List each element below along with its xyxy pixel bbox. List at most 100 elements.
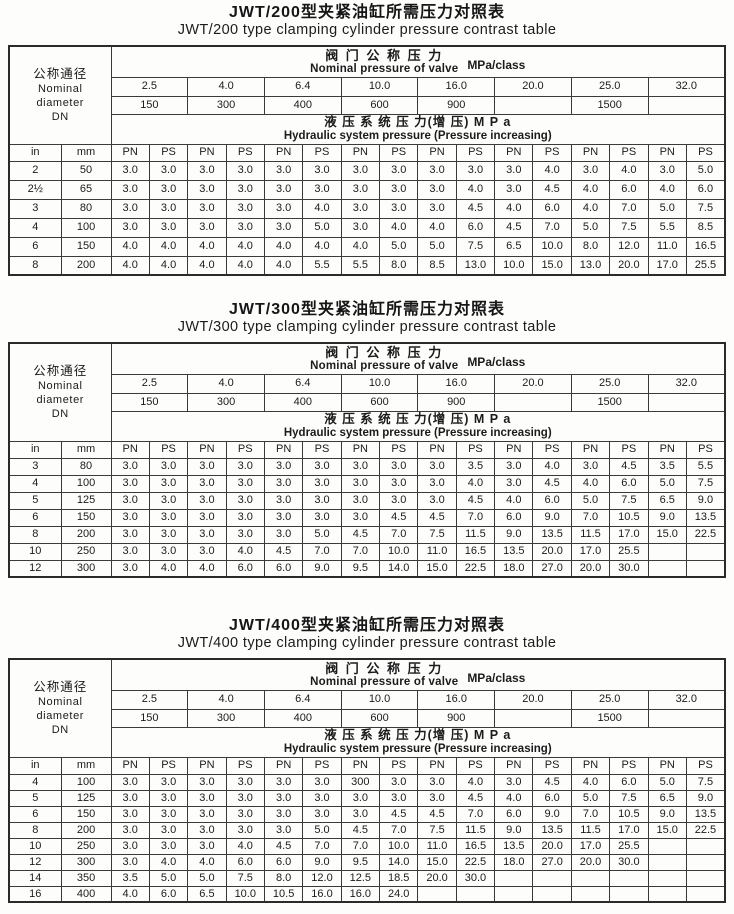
size-in-cell: 4 <box>8 217 62 238</box>
column-header-row: in mm PN PS PN PS PN PS PN PS PN PS PN PS PN PS PN PS <box>8 440 726 459</box>
mpa-value-cell: 4.0 <box>187 76 265 97</box>
pressure-table-body: 2 50 3.0 3.0 3.0 3.0 3.0 3.0 3.0 3.0 3.0 3.0 3.0 4.0 3… <box>8 160 726 276</box>
pressure-value-cell: 4.0 <box>302 198 342 219</box>
table-row: 8 200 3.0 3.0 3.0 3.0 3.0 5.0 4.5 7.0 7.5 11.5 9.0 13… <box>8 525 726 544</box>
pressure-value-cell: 13.0 <box>570 255 611 276</box>
column-header-cell: PN <box>647 756 687 775</box>
size-in-cell: 3 <box>8 457 62 476</box>
mpa-values-row: 2.5 4.0 6.4 10.0 16.0 20.0 25.0 32.0 <box>9 689 726 710</box>
column-header-cell: mm <box>60 756 112 775</box>
pressure-value-cell: 3.0 <box>263 789 304 807</box>
pressure-value-cell: 6.0 <box>609 179 649 200</box>
pressure-value-cell: 4.5 <box>340 821 381 839</box>
pressure-value-cell: 3.0 <box>187 474 227 493</box>
pressure-value-cell: 3.0 <box>187 179 227 200</box>
pressure-value-cell <box>494 885 534 903</box>
pressure-value-cell: 6.5 <box>187 885 227 903</box>
pressure-value-cell: 3.0 <box>110 508 150 527</box>
nominal-diameter-label-dn: DN <box>51 723 69 736</box>
pressure-value-cell: 3.0 <box>110 821 150 839</box>
pressure-value-cell: 8.0 <box>263 869 304 887</box>
pressure-value-cell: 8.5 <box>417 255 457 276</box>
pressure-value-cell: 4.0 <box>110 255 150 276</box>
pressure-value-cell: 15.0 <box>647 821 687 839</box>
pressure-value-cell: 13.5 <box>532 821 572 839</box>
pressure-value-cell: 4.5 <box>455 491 496 510</box>
pressure-value-cell: 3.0 <box>225 821 265 839</box>
pressure-value-cell: 7.5 <box>455 236 496 257</box>
pressure-value-cell: 5.0 <box>570 491 611 510</box>
pressure-value-cell: 5.0 <box>685 160 726 181</box>
pressure-value-cell: 4.5 <box>417 508 457 527</box>
column-header-cell: mm <box>60 143 112 162</box>
pressure-value-cell: 13.5 <box>494 837 534 855</box>
pressure-value-cell: 3.0 <box>263 491 304 510</box>
column-header-cell: PN <box>494 440 534 459</box>
table-title-zh: JWT/400型夹紧油缸所需压力对照表 <box>229 617 505 634</box>
mpa-value-cell: 16.0 <box>417 689 496 710</box>
pressure-value-cell: 5.0 <box>570 217 611 238</box>
pressure-value-cell: 24.0 <box>379 885 419 903</box>
column-header-cell: PN <box>110 440 150 459</box>
class-value-cell <box>647 95 726 115</box>
class-value-cell <box>647 708 726 728</box>
pressure-value-cell: 4.5 <box>494 217 534 238</box>
pressure-value-cell: 4.5 <box>379 508 419 527</box>
class-value-cell: 600 <box>340 392 419 412</box>
column-header-cell: in <box>8 440 62 459</box>
pressure-value-cell: 7.0 <box>455 508 496 527</box>
pressure-value-cell: 3.0 <box>110 853 150 871</box>
pressure-value-cell: 7.5 <box>609 789 649 807</box>
pressure-value-cell: 10.0 <box>532 236 572 257</box>
pressure-value-cell: 6.5 <box>494 236 534 257</box>
mpa-value-cell: 2.5 <box>110 76 189 97</box>
pressure-value-cell: 3.0 <box>148 198 189 219</box>
column-header-cell: PS <box>225 440 265 459</box>
pressure-value-cell <box>685 853 726 871</box>
mpa-value-cell: 10.0 <box>340 689 419 710</box>
pressure-value-cell: 9.0 <box>685 491 726 510</box>
pressure-value-cell: 5.0 <box>379 236 419 257</box>
pressure-value-cell <box>494 869 534 887</box>
pressure-value-cell: 3.0 <box>340 217 381 238</box>
pressure-value-cell: 3.0 <box>148 217 189 238</box>
pressure-value-cell: 3.0 <box>340 805 381 823</box>
pressure-value-cell: 5.0 <box>302 821 342 839</box>
pressure-value-cell <box>417 885 457 903</box>
pressure-value-cell: 3.0 <box>379 491 419 510</box>
class-value-cell: 300 <box>187 95 265 115</box>
hydraulic-pressure-label-zh: 液 压 系 统 压 力(增 压) M P a <box>324 728 512 742</box>
pressure-value-cell: 9.0 <box>494 821 534 839</box>
pressure-value-cell: 6.0 <box>532 789 572 807</box>
pressure-value-cell: 3.0 <box>379 474 419 493</box>
column-header-cell: PS <box>225 756 265 775</box>
column-header-cell: PS <box>455 440 496 459</box>
size-in-cell: 16 <box>8 885 62 903</box>
pressure-value-cell <box>455 885 496 903</box>
pressure-value-cell: 4.0 <box>110 236 150 257</box>
column-header-cell: PN <box>110 143 150 162</box>
pressure-value-cell: 3.0 <box>379 198 419 219</box>
pressure-value-cell: 3.0 <box>494 474 534 493</box>
pressure-value-cell: 30.0 <box>455 869 496 887</box>
mpa-value-cell: 6.4 <box>263 76 342 97</box>
pressure-value-cell: 5.0 <box>417 236 457 257</box>
pressure-value-cell: 16.5 <box>455 837 496 855</box>
column-header-cell: PN <box>187 143 227 162</box>
size-mm-cell: 125 <box>60 789 112 807</box>
table-row: 3 80 3.0 3.0 3.0 3.0 3.0 4.0 3.0 3.0 3.0 4.5 4.0 6.0 4… <box>8 198 726 219</box>
pressure-value-cell: 4.0 <box>187 255 227 276</box>
table-row: 10 250 3.0 3.0 3.0 4.0 4.5 7.0 7.0 10.0 11.0 16.5 13… <box>8 837 726 855</box>
valve-pressure-label-en: Nominal pressure of valve <box>310 62 459 75</box>
pressure-value-cell: 3.0 <box>110 160 150 181</box>
pressure-value-cell: 7.0 <box>570 805 611 823</box>
pressure-value-cell <box>532 885 572 903</box>
pressure-value-cell: 3.0 <box>302 179 342 200</box>
pressure-value-cell: 3.0 <box>417 789 457 807</box>
pressure-value-cell: 5.0 <box>647 198 687 219</box>
size-mm-cell: 300 <box>60 559 112 578</box>
pressure-value-cell: 3.0 <box>187 217 227 238</box>
pressure-value-cell: 5.0 <box>570 789 611 807</box>
column-header-cell: PN <box>263 440 304 459</box>
pressure-value-cell: 22.5 <box>455 853 496 871</box>
